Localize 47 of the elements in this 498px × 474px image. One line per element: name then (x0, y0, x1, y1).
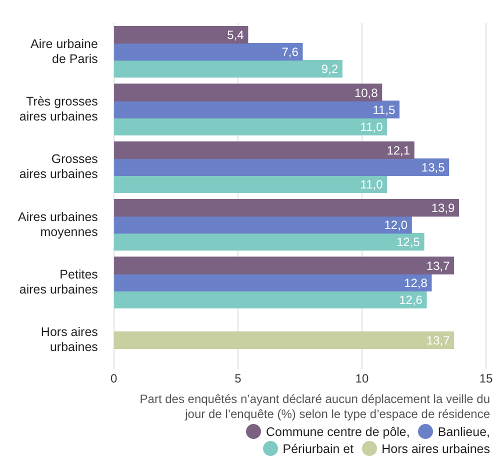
bar (114, 158, 450, 176)
data-label: 13,9 (431, 201, 456, 216)
bar (114, 256, 454, 274)
data-label: 13,7 (426, 258, 450, 273)
data-label: 13,7 (426, 333, 450, 348)
bar (114, 233, 424, 251)
y-tick-label: Petites aires urbaines (19, 267, 98, 296)
x-tick-label: 15 (479, 372, 493, 386)
bar (114, 141, 414, 159)
bar (114, 60, 342, 78)
bar (114, 175, 388, 193)
bar (114, 84, 382, 102)
data-label: 12,1 (386, 143, 410, 158)
y-tick-label: Aires urbaines moyennes (18, 210, 98, 239)
data-label: 10,8 (354, 86, 378, 100)
x-tick-label: 5 (234, 372, 242, 386)
bar (114, 290, 427, 308)
bar (114, 199, 460, 217)
data-label: 11,0 (360, 120, 384, 134)
data-label: 12,0 (384, 218, 408, 232)
legend-label: Commune centre de pôle, (265, 424, 410, 439)
data-label: 5,4 (227, 28, 244, 42)
data-label: 12,6 (399, 292, 423, 307)
bar (114, 216, 412, 234)
data-label: 12,8 (404, 276, 428, 290)
bar (114, 331, 454, 349)
data-label: 11,5 (372, 102, 396, 117)
legend-label: Périurbain et (282, 441, 354, 456)
legend-label: Hors aires urbaines (380, 441, 490, 456)
x-tick-label: 0 (110, 372, 118, 386)
x-axis-title: Part des enquêtés n’ayant déclaré aucun déplacement la veille du jour de l’enquête (%) selon le type d’espace de résidence (138, 392, 490, 422)
data-label: 13,5 (421, 160, 446, 174)
data-label: 9,2 (321, 62, 338, 76)
x-tick-label: 10 (355, 372, 369, 386)
y-tick-label: Hors aires urbaines (40, 325, 98, 354)
y-tick-label: Aire urbaine de Paris (30, 36, 98, 66)
legend-label: Banlieue, (436, 424, 490, 439)
bar (114, 274, 432, 292)
y-tick-label: Très grosses aires urbaines (19, 94, 98, 124)
bar (114, 43, 303, 61)
bar (114, 26, 248, 44)
data-label: 7,6 (282, 45, 299, 60)
y-tick-label: Grosses aires urbaines (19, 152, 98, 182)
data-label: 12,5 (396, 235, 420, 250)
bar (114, 100, 400, 118)
bar (114, 118, 388, 136)
data-label: 11,0 (360, 177, 384, 192)
